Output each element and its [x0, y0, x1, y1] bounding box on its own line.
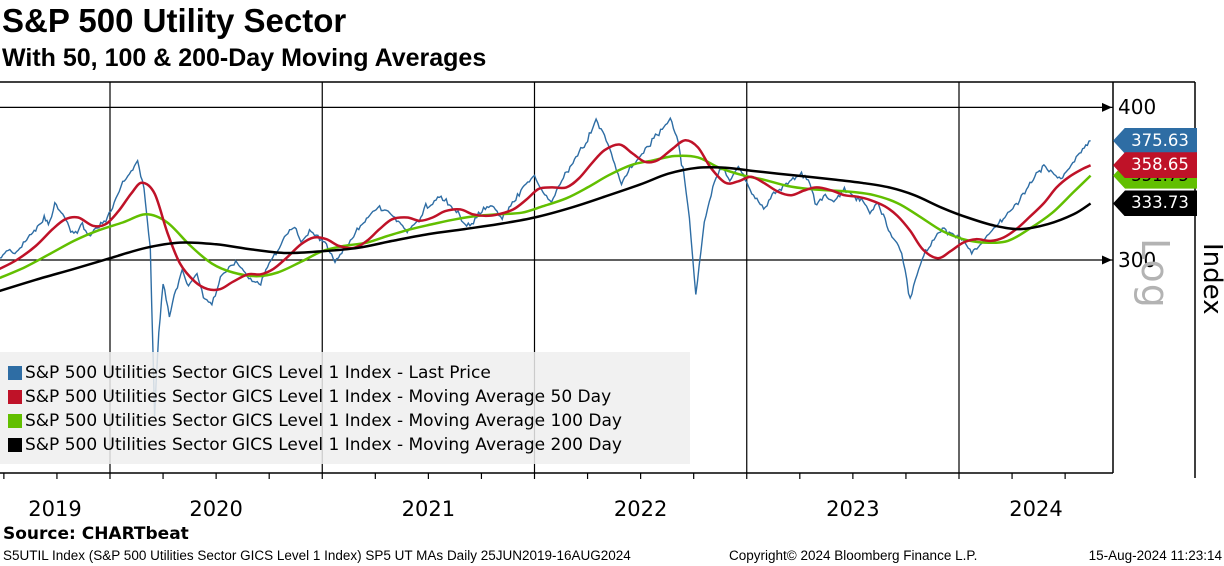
- legend-label: S&P 500 Utilities Sector GICS Level 1 In…: [25, 435, 622, 455]
- source-label: Source: CHARTbeat: [3, 524, 189, 544]
- page-title: S&P 500 Utility Sector: [2, 2, 347, 39]
- legend-item: S&P 500 Utilities Sector GICS Level 1 In…: [0, 409, 690, 433]
- price-tag-last-price: 375.63: [1113, 127, 1197, 154]
- price-tag-ma200: 333.73: [1113, 190, 1197, 217]
- x-tick-label-2024: 2024: [1009, 497, 1063, 521]
- index-axis-label: Index: [1197, 243, 1224, 315]
- x-tick-label-2021: 2021: [401, 497, 456, 521]
- y-tick-label-300: 300: [1118, 248, 1157, 272]
- legend-label: S&P 500 Utilities Sector GICS Level 1 In…: [25, 411, 622, 431]
- x-tick-label-2020: 2020: [189, 497, 243, 521]
- legend-label: S&P 500 Utilities Sector GICS Level 1 In…: [25, 363, 491, 383]
- footer-timestamp: 15-Aug-2024 11:23:14: [1088, 548, 1222, 563]
- legend-swatch-icon: [8, 366, 22, 380]
- legend-item: S&P 500 Utilities Sector GICS Level 1 In…: [0, 433, 690, 457]
- log-scale-label: Log: [1133, 238, 1177, 309]
- legend-swatch-icon: [8, 414, 22, 428]
- legend-item: S&P 500 Utilities Sector GICS Level 1 In…: [0, 385, 690, 409]
- page-subtitle: With 50, 100 & 200-Day Moving Averages: [2, 44, 487, 72]
- price-tag-ma50: 358.65: [1113, 152, 1197, 179]
- x-tick-label-2019: 2019: [28, 497, 82, 521]
- y-tick-label-400: 400: [1118, 95, 1157, 120]
- legend-swatch-icon: [8, 390, 22, 404]
- x-tick-label-2023: 2023: [826, 497, 880, 521]
- footer-copyright: Copyright© 2024 Bloomberg Finance L.P.: [729, 548, 978, 563]
- legend-item: S&P 500 Utilities Sector GICS Level 1 In…: [0, 361, 690, 385]
- footer-security-description: S5UTIL Index (S&P 500 Utilities Sector G…: [3, 548, 631, 563]
- x-tick-label-2022: 2022: [613, 497, 668, 521]
- chart-legend: S&P 500 Utilities Sector GICS Level 1 In…: [0, 352, 690, 464]
- legend-label: S&P 500 Utilities Sector GICS Level 1 In…: [25, 387, 612, 407]
- legend-swatch-icon: [8, 438, 22, 452]
